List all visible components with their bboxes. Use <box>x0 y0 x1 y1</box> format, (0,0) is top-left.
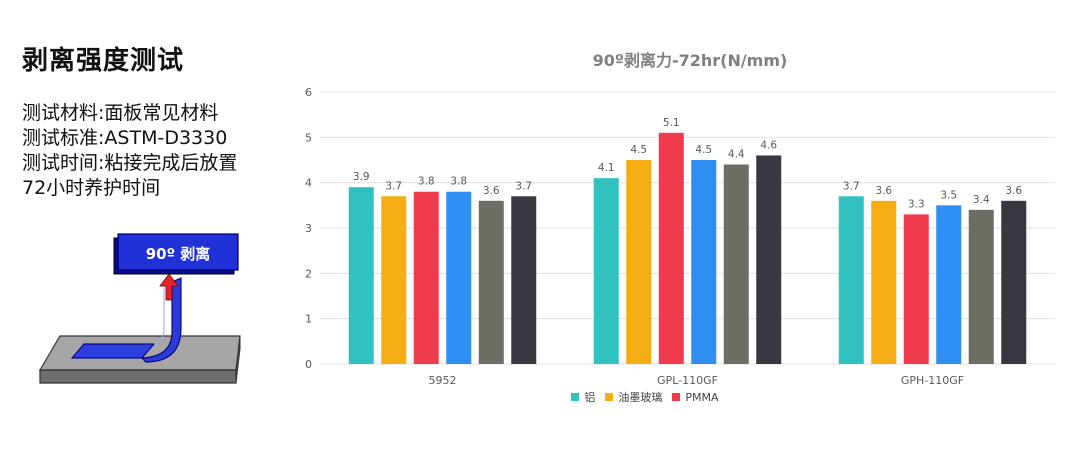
data-label: 3.9 <box>353 171 370 183</box>
bar <box>1001 200 1027 364</box>
y-tick-label: 2 <box>305 267 312 280</box>
x-tick-label: GPH-110GF <box>901 374 964 385</box>
bar <box>381 196 407 364</box>
bar <box>871 200 897 364</box>
data-label: 3.8 <box>450 176 467 188</box>
bar <box>511 196 537 364</box>
data-label: 4.1 <box>598 162 615 174</box>
bar <box>903 214 929 364</box>
legend-label: 铝 <box>584 391 596 404</box>
data-label: 3.3 <box>908 198 925 210</box>
info-line-cure: 72小时养护时间 <box>22 177 161 199</box>
illustration-label: 90º 剥离 <box>146 245 211 263</box>
data-label: 3.4 <box>973 194 990 206</box>
bar <box>936 205 962 364</box>
chart-title: 90º剥离力-72hr(N/mm) <box>592 51 788 70</box>
bar <box>348 187 374 364</box>
info-line-standard: 测试标准:ASTM-D3330 <box>22 127 228 149</box>
bar-chart: 0 1 2 3 4 5 6 3.9 3.7 3.8 3.8 3.6 3.7 5952 4.1 4.5 5.1 4.… <box>305 86 1055 385</box>
data-label: 4.4 <box>728 149 745 161</box>
bar <box>968 209 994 364</box>
data-label: 5.1 <box>663 117 680 129</box>
bar <box>658 132 684 364</box>
legend-item-aluminum: 铝 <box>571 389 595 405</box>
info-line-material: 测试材料:面板常见材料 <box>22 102 219 124</box>
data-label: 3.8 <box>418 176 435 188</box>
info-line-time: 测试时间:粘接完成后放置 <box>22 152 238 174</box>
y-tick-label: 1 <box>305 313 312 326</box>
bar <box>446 191 472 364</box>
bar <box>593 178 619 364</box>
peel-test-illustration: 90º 剥离 <box>38 233 241 384</box>
y-tick-label: 5 <box>305 131 312 144</box>
data-label: 3.7 <box>515 180 532 192</box>
page-title: 剥离强度测试 <box>22 46 185 76</box>
data-label: 3.6 <box>875 185 892 197</box>
data-label: 4.5 <box>695 144 712 156</box>
legend-label: PMMA <box>685 390 719 404</box>
data-label: 3.6 <box>483 185 500 197</box>
bar <box>478 200 504 364</box>
bar <box>691 160 717 364</box>
x-tick-label: 5952 <box>429 374 457 385</box>
data-label: 3.7 <box>385 180 402 192</box>
data-label: 3.7 <box>843 180 860 192</box>
data-label: 4.5 <box>630 144 647 156</box>
y-tick-label: 3 <box>305 222 312 235</box>
y-tick-label: 0 <box>305 358 312 371</box>
chart-legend: 铝 油墨玻璃 PMMA <box>0 389 1080 405</box>
bar <box>756 155 782 364</box>
y-tick-label: 6 <box>305 86 312 99</box>
legend-label: 油墨玻璃 <box>618 391 663 404</box>
data-label: 4.6 <box>760 139 777 151</box>
legend-swatch <box>605 393 614 401</box>
legend-swatch <box>571 393 580 401</box>
x-tick-label: GPL-110GF <box>657 374 718 385</box>
legend-item-ink-glass: 油墨玻璃 <box>605 389 662 405</box>
data-label: 3.5 <box>940 189 957 201</box>
bar <box>723 164 749 364</box>
bar <box>626 160 652 364</box>
bar <box>838 196 864 364</box>
legend-item-pmma: PMMA <box>672 389 719 405</box>
bar <box>413 191 439 364</box>
data-label: 3.6 <box>1005 185 1022 197</box>
test-info: 测试材料:面板常见材料 测试标准:ASTM-D3330 测试时间:粘接完成后放置… <box>22 101 237 201</box>
legend-swatch <box>672 393 681 401</box>
y-tick-label: 4 <box>305 177 312 190</box>
